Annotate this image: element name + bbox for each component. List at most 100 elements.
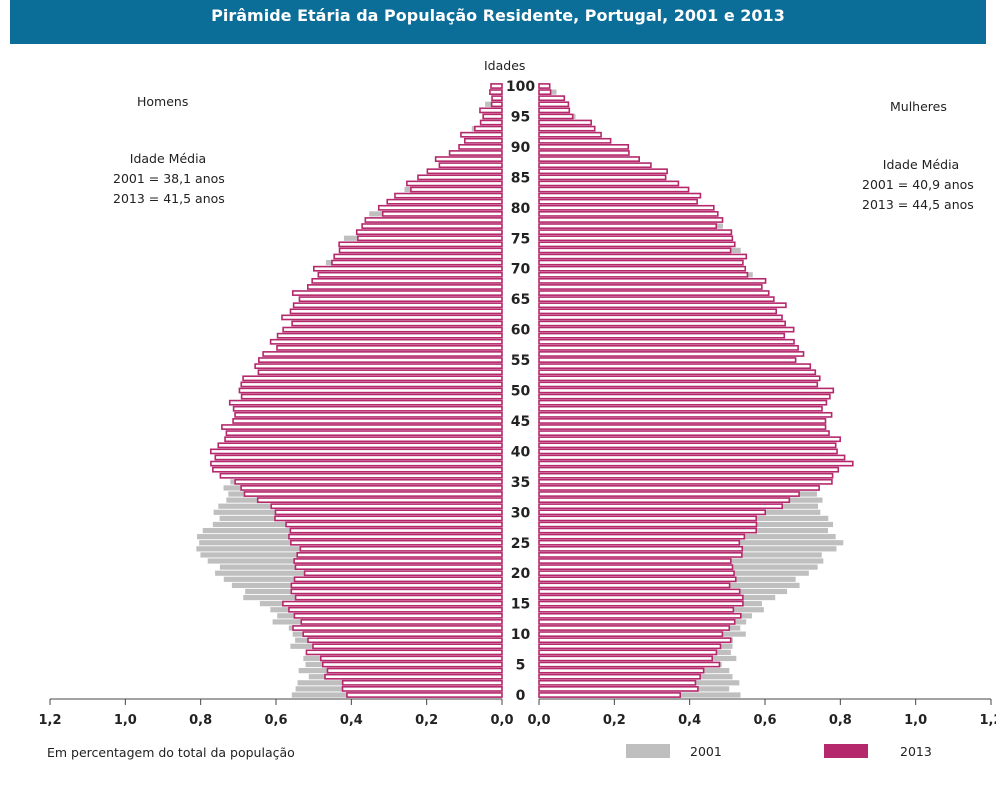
bar-men-2013: [234, 478, 503, 485]
bar-women-2013: [538, 137, 612, 144]
bar-men-2013: [276, 332, 503, 339]
age-tick-label: 80: [511, 201, 531, 217]
bar-women-2013: [538, 686, 699, 692]
bar-women-2013: [538, 162, 652, 169]
bar-women-2013: [538, 296, 775, 303]
bar-women-2013: [538, 332, 786, 339]
bar-men-2013: [331, 259, 503, 266]
bar-women-2013: [538, 265, 747, 272]
bar-men-2013: [282, 600, 503, 607]
bar-men-2013: [288, 533, 503, 540]
bar-women-2013: [538, 564, 734, 571]
age-tick-label: 50: [511, 384, 531, 400]
bar-men-2013: [438, 162, 503, 169]
legend-label-2001: 2001: [690, 744, 722, 759]
bar-women-2013: [538, 606, 735, 613]
bar-men-2013: [338, 247, 503, 254]
bar-women-2013: [538, 119, 592, 126]
bar-women-2013: [538, 655, 714, 662]
women-label: Mulheres: [890, 99, 947, 114]
bar-men-2013: [210, 448, 503, 455]
bar-women-2013: [538, 131, 602, 138]
bar-men-2013: [406, 180, 503, 187]
bar-men-2013: [346, 692, 503, 698]
bar-men-2013: [313, 265, 503, 272]
x-tick-label-right: 1,2: [979, 713, 996, 728]
bar-men-2013: [217, 442, 503, 449]
bar-women-2013: [538, 424, 827, 430]
bar-men-2013: [290, 582, 503, 589]
bar-men-2013: [294, 594, 503, 601]
bar-women-2013: [538, 174, 667, 181]
bar-men-2013: [228, 399, 503, 406]
bar-women-2013: [538, 472, 834, 479]
bar-women-2013: [538, 667, 705, 674]
age-tick-label: 65: [511, 292, 530, 308]
bar-women-2013: [538, 241, 736, 248]
bar-men-2013: [448, 150, 503, 156]
bar-women-2013: [538, 405, 823, 412]
bar-men-2013: [234, 411, 503, 418]
bar-men-2013: [289, 308, 503, 315]
age-tick-label: 90: [511, 140, 531, 156]
bar-women-2013: [538, 180, 680, 187]
x-axis-label: Em percentagem do total da população: [47, 745, 295, 760]
bar-women-2013: [538, 338, 795, 345]
bar-men-2013: [479, 119, 503, 126]
bar-women-2013: [538, 320, 786, 327]
age-tick-label: 15: [511, 597, 530, 613]
bar-men-2013: [491, 95, 503, 102]
bar-women-2013: [538, 217, 724, 223]
bar-women-2013: [538, 679, 697, 686]
age-tick-label: 10: [511, 627, 531, 643]
bar-men-2013: [243, 491, 503, 497]
age-tick-label: 20: [511, 566, 531, 582]
bar-men-2013: [270, 503, 503, 510]
bar-men-2013: [321, 661, 503, 668]
x-tick-label-left: 1,0: [114, 713, 137, 728]
bar-men-2013: [274, 509, 503, 516]
bar-men-2013: [232, 418, 503, 424]
bar-women-2013: [538, 277, 767, 284]
bar-men-2013: [490, 101, 503, 108]
bar-women-2013: [538, 527, 758, 534]
bar-men-2013: [364, 217, 503, 223]
age-tick-label: 55: [511, 353, 530, 369]
bar-men-2013: [361, 223, 503, 229]
bar-women-2013: [538, 125, 596, 132]
age-tick-label: 30: [511, 505, 531, 521]
bar-women-2013: [538, 576, 737, 583]
bar-men-2013: [254, 363, 503, 370]
bar-women-2013: [538, 612, 742, 619]
bar-women-2013: [538, 558, 732, 564]
bar-women-2013: [538, 399, 828, 406]
bar-women-2013: [538, 351, 805, 357]
bar-men-2013: [307, 637, 503, 644]
bar-men-2013: [293, 576, 503, 583]
bar-women-2013: [538, 460, 854, 467]
age-tick-label: 5: [516, 658, 526, 674]
bar-women-2013: [538, 570, 735, 577]
bar-men-2013: [291, 320, 503, 327]
bar-men-2013: [293, 612, 503, 619]
bar-women-2013: [538, 210, 719, 217]
bar-men-2013: [490, 83, 503, 89]
bar-women-2013: [538, 442, 837, 449]
bar-women-2013: [538, 247, 732, 254]
bar-women-2013: [538, 363, 812, 370]
bar-men-2013: [410, 186, 503, 193]
bar-women-2013: [538, 448, 838, 455]
bar-women-2013: [538, 186, 690, 193]
bar-men-2013: [285, 521, 503, 528]
bar-men-2013: [240, 393, 503, 400]
bar-women-2013: [538, 594, 744, 601]
chart-title: Pirâmide Etária da População Residente, …: [10, 0, 986, 44]
bar-men-2013: [269, 338, 503, 345]
bar-women-2013: [538, 344, 799, 351]
x-tick-label-left: 1,2: [38, 713, 61, 728]
men-avg-title: Idade Média: [129, 151, 207, 166]
bar-women-2013: [538, 375, 821, 382]
bar-men-2013: [458, 144, 503, 150]
men-avg-2001: 2001 = 38,1 anos: [113, 171, 225, 186]
bar-women-2013: [538, 168, 668, 175]
